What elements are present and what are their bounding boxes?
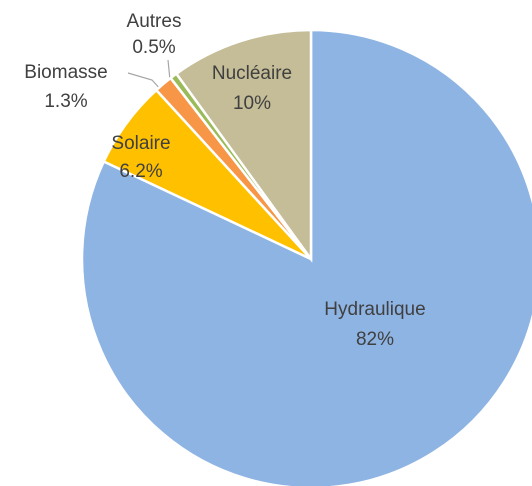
slice-value-label: 6.2% (119, 161, 162, 182)
slice-value-label: 82% (356, 329, 394, 350)
pie-slice (174, 28, 313, 263)
slice-value-label: 10% (233, 93, 271, 114)
slice-label: Autres (127, 11, 182, 32)
slice-label: Solaire (111, 133, 170, 154)
slice-label: Nucléaire (212, 63, 292, 84)
slice-label: Biomasse (24, 62, 107, 83)
leader-line (167, 59, 171, 81)
slice-label: Hydraulique (324, 299, 425, 320)
slice-value-label: 1.3% (44, 91, 87, 112)
slice-value-label: 0.5% (132, 37, 175, 58)
